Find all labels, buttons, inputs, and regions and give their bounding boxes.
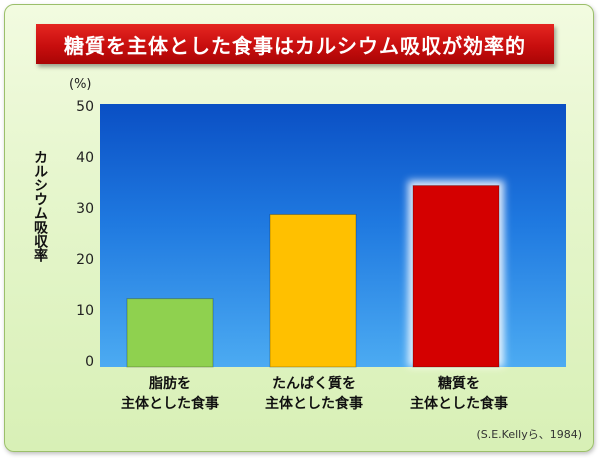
y-axis-unit: (%) <box>69 77 92 92</box>
bar-series <box>126 180 504 368</box>
y-tick-30: 30 <box>76 201 94 217</box>
bar-carb <box>412 185 500 368</box>
y-tick-40: 40 <box>76 150 94 166</box>
y-axis-label: カルシウム吸収率 <box>32 150 48 262</box>
x-category-fat: 脂肪を 主体とした食事 <box>121 376 219 412</box>
bar-protein <box>269 213 357 368</box>
chart-title: 糖質を主体とした食事はカルシウム吸収が効率的 <box>64 33 526 58</box>
title-banner: 糖質を主体とした食事はカルシウム吸収が効率的 <box>36 24 554 64</box>
x-category-carb: 糖質を 主体とした食事 <box>410 376 508 412</box>
y-tick-50: 50 <box>76 99 94 115</box>
y-tick-10: 10 <box>76 303 94 319</box>
x-category-protein: たんぱく質を 主体とした食事 <box>265 376 363 412</box>
source-citation: (S.E.Kellyら、1984) <box>476 428 582 441</box>
bar-fat <box>126 298 214 368</box>
y-tick-0: 0 <box>85 354 94 370</box>
y-tick-20: 20 <box>76 252 94 268</box>
